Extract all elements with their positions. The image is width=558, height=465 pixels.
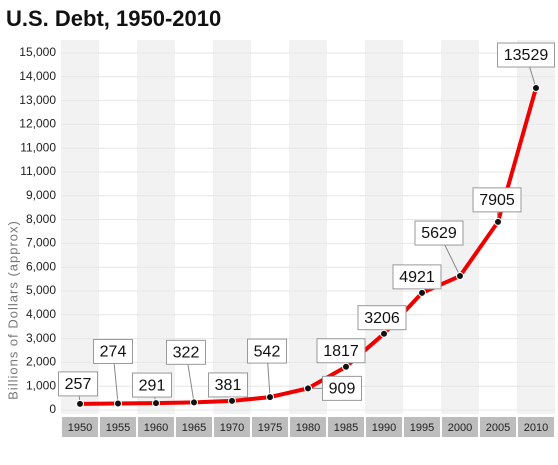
x-tick-box — [404, 417, 440, 437]
x-tick-box — [328, 417, 364, 437]
data-label-box — [392, 264, 442, 290]
data-label: 909 — [329, 381, 356, 398]
y-tick-label: 8,000 — [26, 212, 56, 226]
x-tick-label: 1960 — [144, 422, 168, 434]
data-label-box — [497, 42, 555, 68]
plot-band — [61, 40, 99, 414]
x-tick-label: 1955 — [106, 422, 130, 434]
x-tick-box — [214, 417, 250, 437]
y-tick-label: 9,000 — [26, 188, 56, 202]
x-tick-box — [138, 417, 174, 437]
x-tick-box — [252, 417, 288, 437]
x-tick-label: 1950 — [68, 422, 92, 434]
x-tick-label: 1990 — [372, 422, 396, 434]
data-point — [190, 398, 198, 407]
data-point — [152, 399, 160, 408]
data-point — [494, 217, 502, 226]
x-tick-label: 1965 — [182, 422, 206, 434]
data-label-box — [414, 220, 464, 246]
y-tick-label: 11,000 — [20, 140, 56, 154]
data-label: 257 — [65, 376, 92, 393]
data-point — [532, 84, 540, 93]
x-tick-box — [442, 417, 478, 437]
data-label: 542 — [254, 343, 281, 360]
data-label: 381 — [215, 377, 242, 394]
x-tick-box — [366, 417, 402, 437]
data-point — [380, 329, 388, 338]
data-label: 4921 — [399, 269, 435, 286]
data-point — [342, 362, 350, 371]
data-label-box — [316, 338, 366, 364]
x-tick-label: 1985 — [334, 422, 358, 434]
y-axis-label: Billions of Dollars (approx) — [5, 220, 20, 400]
y-tick-label: 13,000 — [19, 93, 56, 107]
data-point — [114, 399, 122, 408]
y-tick-label: 6,000 — [26, 259, 56, 273]
x-tick-box — [518, 417, 554, 437]
y-tick-label: 11,000 — [20, 164, 56, 178]
chart-title: U.S. Debt, 1950-2010 — [6, 6, 221, 31]
y-tick-label: 2,000 — [26, 355, 56, 369]
data-label-box — [166, 339, 206, 365]
x-tick-box — [100, 417, 136, 437]
data-point — [456, 272, 464, 281]
data-point — [76, 399, 84, 408]
data-point — [228, 396, 236, 405]
plot-band — [365, 40, 403, 414]
data-label: 5629 — [421, 225, 457, 242]
data-label-box — [132, 372, 172, 398]
data-label-box — [322, 375, 362, 401]
data-label-box — [472, 187, 522, 213]
data-label-box — [93, 338, 133, 364]
y-tick-label: 12,000 — [19, 117, 56, 131]
y-tick-label: 14,000 — [19, 69, 56, 83]
x-tick-box — [176, 417, 212, 437]
y-tick-label: 5,000 — [26, 283, 56, 297]
data-point — [266, 393, 274, 402]
data-label: 274 — [100, 344, 127, 361]
x-tick-box — [62, 417, 98, 437]
data-label: 1817 — [323, 343, 359, 360]
x-tick-label: 2005 — [486, 422, 510, 434]
x-tick-label: 1980 — [296, 422, 320, 434]
plot-band — [213, 40, 251, 414]
data-label-box — [208, 372, 248, 398]
data-point — [304, 384, 312, 393]
data-label: 7905 — [479, 192, 515, 209]
data-label-box — [357, 305, 407, 331]
data-label: 13529 — [504, 47, 549, 64]
x-tick-label: 1995 — [410, 422, 434, 434]
data-label-box — [247, 338, 287, 364]
x-tick-box — [480, 417, 516, 437]
x-tick-box — [290, 417, 326, 437]
y-tick-label: 3,000 — [26, 331, 56, 345]
y-tick-label: 15,000 — [19, 45, 56, 59]
x-tick-label: 1970 — [220, 422, 244, 434]
plot-band — [479, 40, 517, 414]
x-tick-label: 1975 — [258, 422, 282, 434]
plot-band — [517, 40, 555, 414]
y-tick-label: 7,000 — [26, 236, 56, 250]
data-label: 322 — [173, 345, 200, 362]
data-point — [418, 288, 426, 297]
y-tick-label: 0 — [49, 402, 56, 416]
data-label-box — [58, 371, 98, 397]
y-tick-label: 4,000 — [26, 307, 56, 321]
x-tick-label: 2000 — [448, 422, 472, 434]
data-label: 291 — [139, 377, 166, 394]
x-tick-label: 2010 — [524, 422, 548, 434]
y-tick-label: 1,000 — [26, 378, 56, 392]
data-label: 3206 — [364, 310, 400, 327]
